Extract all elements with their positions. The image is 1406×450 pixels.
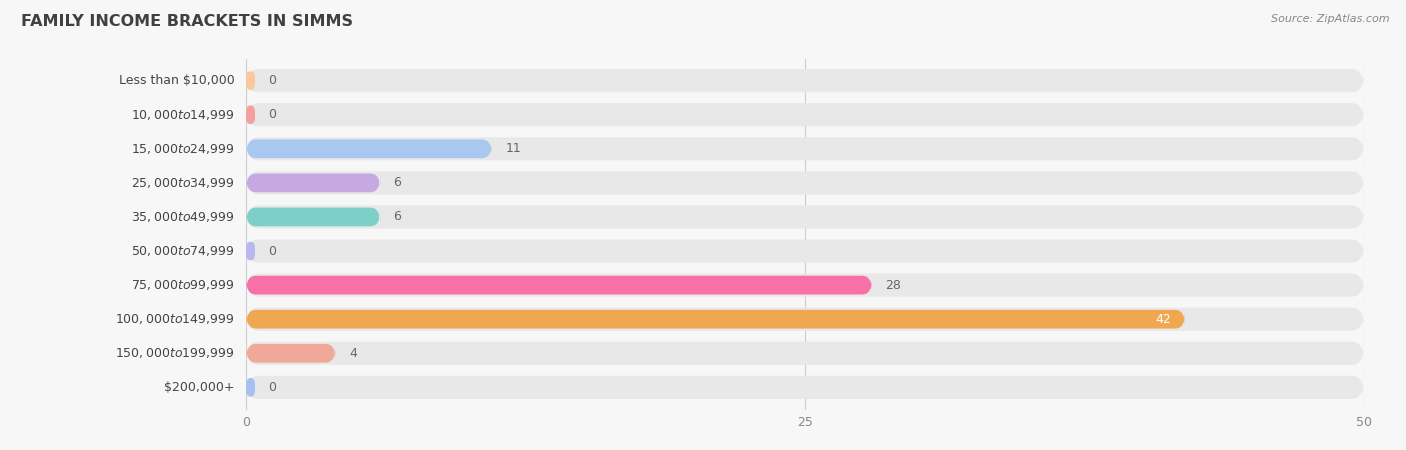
- Text: $35,000 to $49,999: $35,000 to $49,999: [131, 210, 235, 224]
- Text: $15,000 to $24,999: $15,000 to $24,999: [131, 142, 235, 156]
- Text: 11: 11: [505, 142, 522, 155]
- Text: $75,000 to $99,999: $75,000 to $99,999: [131, 278, 235, 292]
- FancyBboxPatch shape: [246, 344, 336, 363]
- FancyBboxPatch shape: [246, 274, 1364, 297]
- Text: $10,000 to $14,999: $10,000 to $14,999: [131, 108, 235, 122]
- Text: $200,000+: $200,000+: [165, 381, 235, 394]
- Text: 28: 28: [886, 279, 901, 292]
- Text: $50,000 to $74,999: $50,000 to $74,999: [131, 244, 235, 258]
- FancyBboxPatch shape: [246, 105, 254, 124]
- Text: FAMILY INCOME BRACKETS IN SIMMS: FAMILY INCOME BRACKETS IN SIMMS: [21, 14, 353, 28]
- Text: 0: 0: [269, 108, 277, 121]
- FancyBboxPatch shape: [246, 376, 1364, 399]
- FancyBboxPatch shape: [246, 69, 1364, 92]
- FancyBboxPatch shape: [246, 308, 1364, 331]
- Text: Less than $10,000: Less than $10,000: [120, 74, 235, 87]
- FancyBboxPatch shape: [246, 205, 1364, 229]
- FancyBboxPatch shape: [246, 242, 254, 261]
- Text: 4: 4: [349, 347, 357, 360]
- FancyBboxPatch shape: [246, 140, 492, 158]
- Text: 6: 6: [394, 211, 402, 224]
- Text: 0: 0: [269, 244, 277, 257]
- Text: $100,000 to $149,999: $100,000 to $149,999: [115, 312, 235, 326]
- FancyBboxPatch shape: [246, 342, 1364, 365]
- Text: 0: 0: [269, 381, 277, 394]
- FancyBboxPatch shape: [246, 239, 1364, 263]
- FancyBboxPatch shape: [246, 137, 1364, 160]
- Text: 42: 42: [1156, 313, 1171, 326]
- FancyBboxPatch shape: [246, 174, 380, 192]
- FancyBboxPatch shape: [246, 276, 872, 294]
- FancyBboxPatch shape: [246, 310, 1185, 328]
- Text: 6: 6: [394, 176, 402, 189]
- Text: Source: ZipAtlas.com: Source: ZipAtlas.com: [1271, 14, 1389, 23]
- Text: $150,000 to $199,999: $150,000 to $199,999: [115, 346, 235, 360]
- FancyBboxPatch shape: [246, 71, 254, 90]
- Text: 0: 0: [269, 74, 277, 87]
- FancyBboxPatch shape: [246, 207, 380, 226]
- FancyBboxPatch shape: [246, 378, 254, 397]
- FancyBboxPatch shape: [246, 171, 1364, 194]
- FancyBboxPatch shape: [246, 103, 1364, 126]
- Text: $25,000 to $34,999: $25,000 to $34,999: [131, 176, 235, 190]
